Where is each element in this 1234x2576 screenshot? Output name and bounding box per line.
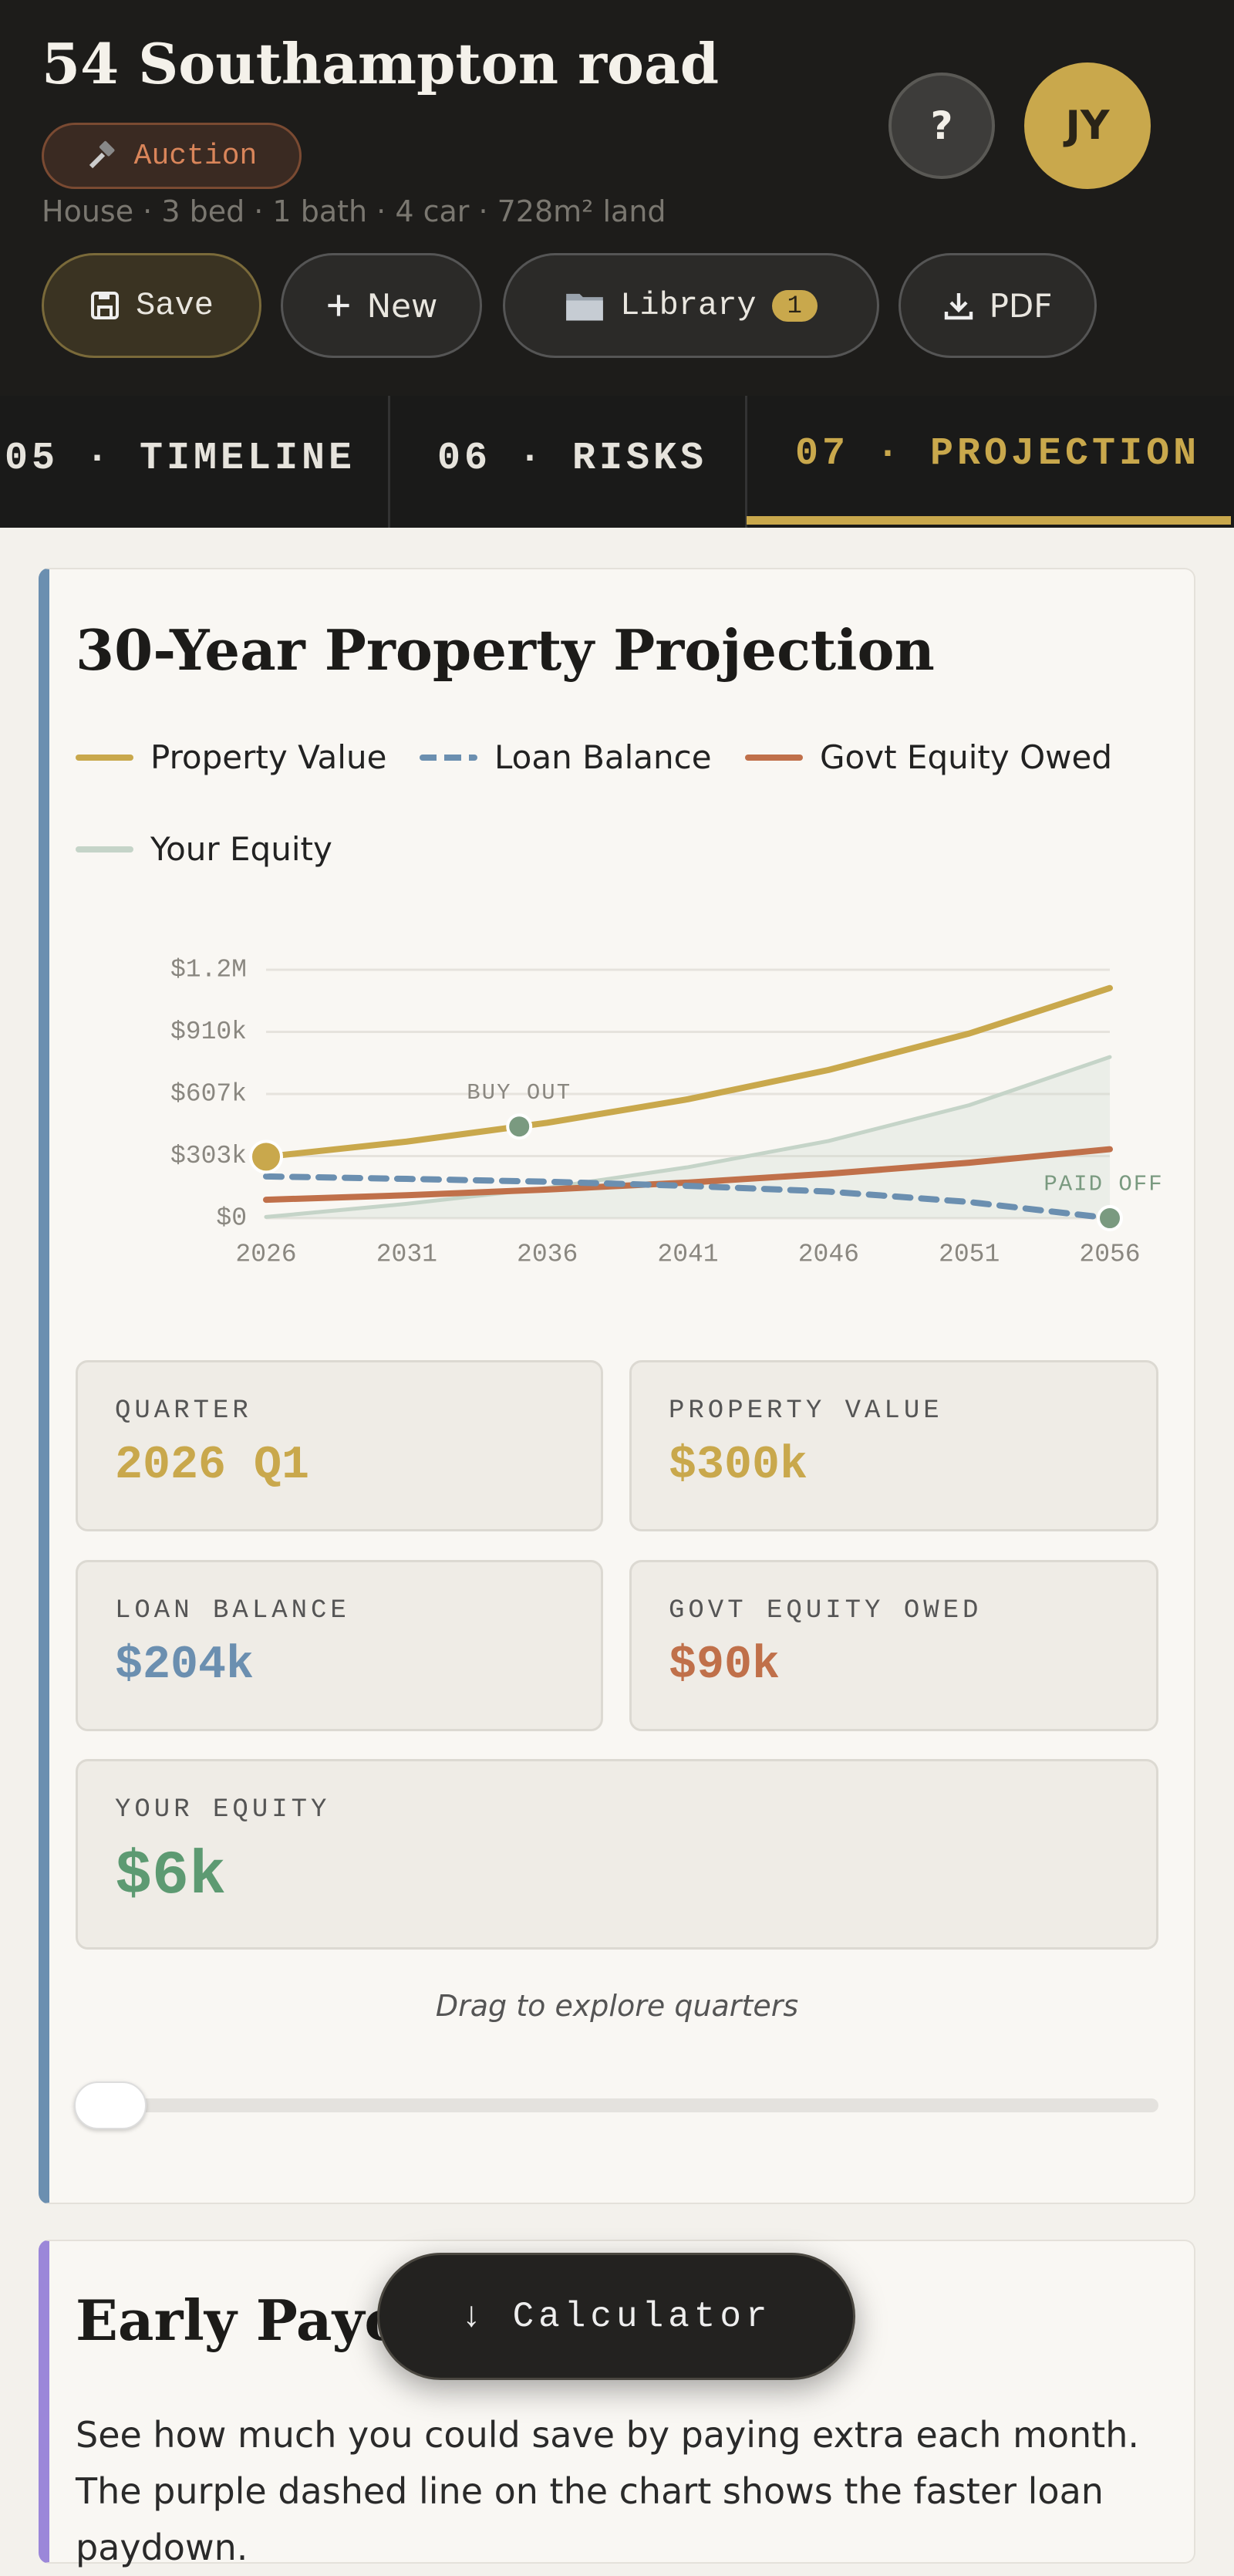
save-button[interactable]: Save <box>42 253 261 358</box>
stat-card: LOAN BALANCE $204k <box>76 1560 603 1731</box>
button-label: New <box>366 286 438 325</box>
legend-item: Your Equity <box>76 830 332 868</box>
x-tick-label: 2051 <box>939 1241 1000 1269</box>
legend-item: Loan Balance <box>420 738 712 776</box>
save-icon <box>91 292 120 319</box>
y-tick-label: $607k <box>170 1080 247 1109</box>
y-tick-label: $303k <box>170 1142 247 1170</box>
annotation-label: BUY OUT <box>467 1080 571 1106</box>
annotation-marker <box>1097 1205 1123 1231</box>
legend-swatch <box>745 754 803 761</box>
x-tick-label: 2056 <box>1079 1241 1140 1269</box>
button-label: PDF <box>989 286 1053 325</box>
x-tick-label: 2036 <box>517 1241 578 1269</box>
hammer-icon <box>89 140 115 169</box>
series-line <box>263 1146 1113 1204</box>
stat-value: $6k <box>115 1842 227 1912</box>
calculator-button[interactable]: ↓ Calculator <box>377 2253 855 2380</box>
property-title: 54 Southampton road <box>42 31 720 96</box>
stat-card: PROPERTY VALUE $300k <box>629 1360 1158 1531</box>
stat-label: LOAN BALANCE <box>115 1596 350 1626</box>
slider-hint: Drag to explore quarters <box>435 1989 799 2023</box>
stat-value: $204k <box>115 1639 255 1692</box>
active-tab-underline <box>747 516 1231 525</box>
legend-label: Your Equity <box>150 830 332 868</box>
stat-card: YOUR EQUITY $6k <box>76 1759 1158 1950</box>
tab[interactable]: 06 · RISKS <box>437 437 708 481</box>
badge-text: Auction <box>133 139 258 173</box>
selected-marker <box>249 1139 283 1174</box>
payoff-text: See how much you could save by paying ex… <box>76 2414 1139 2568</box>
download-icon <box>944 293 973 320</box>
library-button[interactable]: Library 1 <box>503 253 879 358</box>
annotation-label: PAID OFF <box>1044 1172 1163 1197</box>
stat-label: YOUR EQUITY <box>115 1795 331 1825</box>
tab-bar <box>0 396 1234 528</box>
x-tick-label: 2041 <box>657 1241 718 1269</box>
legend-label: Property Value <box>150 738 387 776</box>
folder-icon <box>566 293 604 321</box>
tab-divider <box>388 396 390 528</box>
series-line <box>263 984 1113 1160</box>
stat-value: 2026 Q1 <box>115 1440 310 1492</box>
stat-label: GOVT EQUITY OWED <box>669 1596 983 1626</box>
legend-swatch <box>420 754 477 761</box>
chart-title: 30-Year Property Projection <box>76 617 935 683</box>
legend-label: Loan Balance <box>494 738 712 776</box>
tab[interactable]: 05 · TIMELINE <box>5 437 356 481</box>
legend-item: Property Value <box>76 738 386 776</box>
y-tick-label: $910k <box>170 1018 247 1046</box>
chart: $0 $303k $607k $910k $1.2M 2026 2031 2036 2041 20… <box>170 956 1163 1269</box>
property-meta: House · 3 bed · 1 bath · 4 car · 728m² l… <box>42 194 666 228</box>
series-line <box>263 1173 1113 1221</box>
new-button[interactable]: New <box>281 253 482 358</box>
help-button[interactable]: ? <box>888 73 995 179</box>
pdf-button[interactable]: PDF <box>899 253 1097 358</box>
stat-label: PROPERTY VALUE <box>669 1396 943 1426</box>
library-count: 1 <box>771 289 818 322</box>
x-tick-label: 2046 <box>798 1241 859 1269</box>
stat-value: $300k <box>669 1440 808 1492</box>
auction-badge: Auction <box>42 123 302 189</box>
avatar[interactable]: JY <box>1024 62 1151 189</box>
x-tick-label: 2031 <box>376 1241 437 1269</box>
button-label: Library <box>620 287 757 324</box>
legend-swatch <box>76 754 133 761</box>
y-tick-label: $1.2M <box>170 956 247 984</box>
legend-label: Govt Equity Owed <box>820 738 1112 776</box>
stat-label: QUARTER <box>115 1396 252 1426</box>
button-label: Save <box>136 287 214 324</box>
stat-card: GOVT EQUITY OWED $90k <box>629 1560 1158 1731</box>
y-tick-label: $0 <box>216 1204 247 1233</box>
slider-thumb[interactable] <box>74 2081 147 2129</box>
stat-card: QUARTER 2026 Q1 <box>76 1360 603 1531</box>
legend-item: Govt Equity Owed <box>745 738 1112 776</box>
annotation-marker <box>506 1113 533 1140</box>
slider-track[interactable] <box>76 2098 1158 2112</box>
legend-swatch <box>76 846 133 852</box>
plus-icon <box>328 295 349 316</box>
x-tick-label: 2026 <box>235 1241 296 1269</box>
stat-value: $90k <box>669 1639 781 1692</box>
equity-area <box>266 1057 1110 1218</box>
tab-active[interactable]: 07 · PROJECTION <box>795 432 1201 476</box>
tab-divider <box>745 396 747 528</box>
series-line <box>264 1055 1112 1219</box>
